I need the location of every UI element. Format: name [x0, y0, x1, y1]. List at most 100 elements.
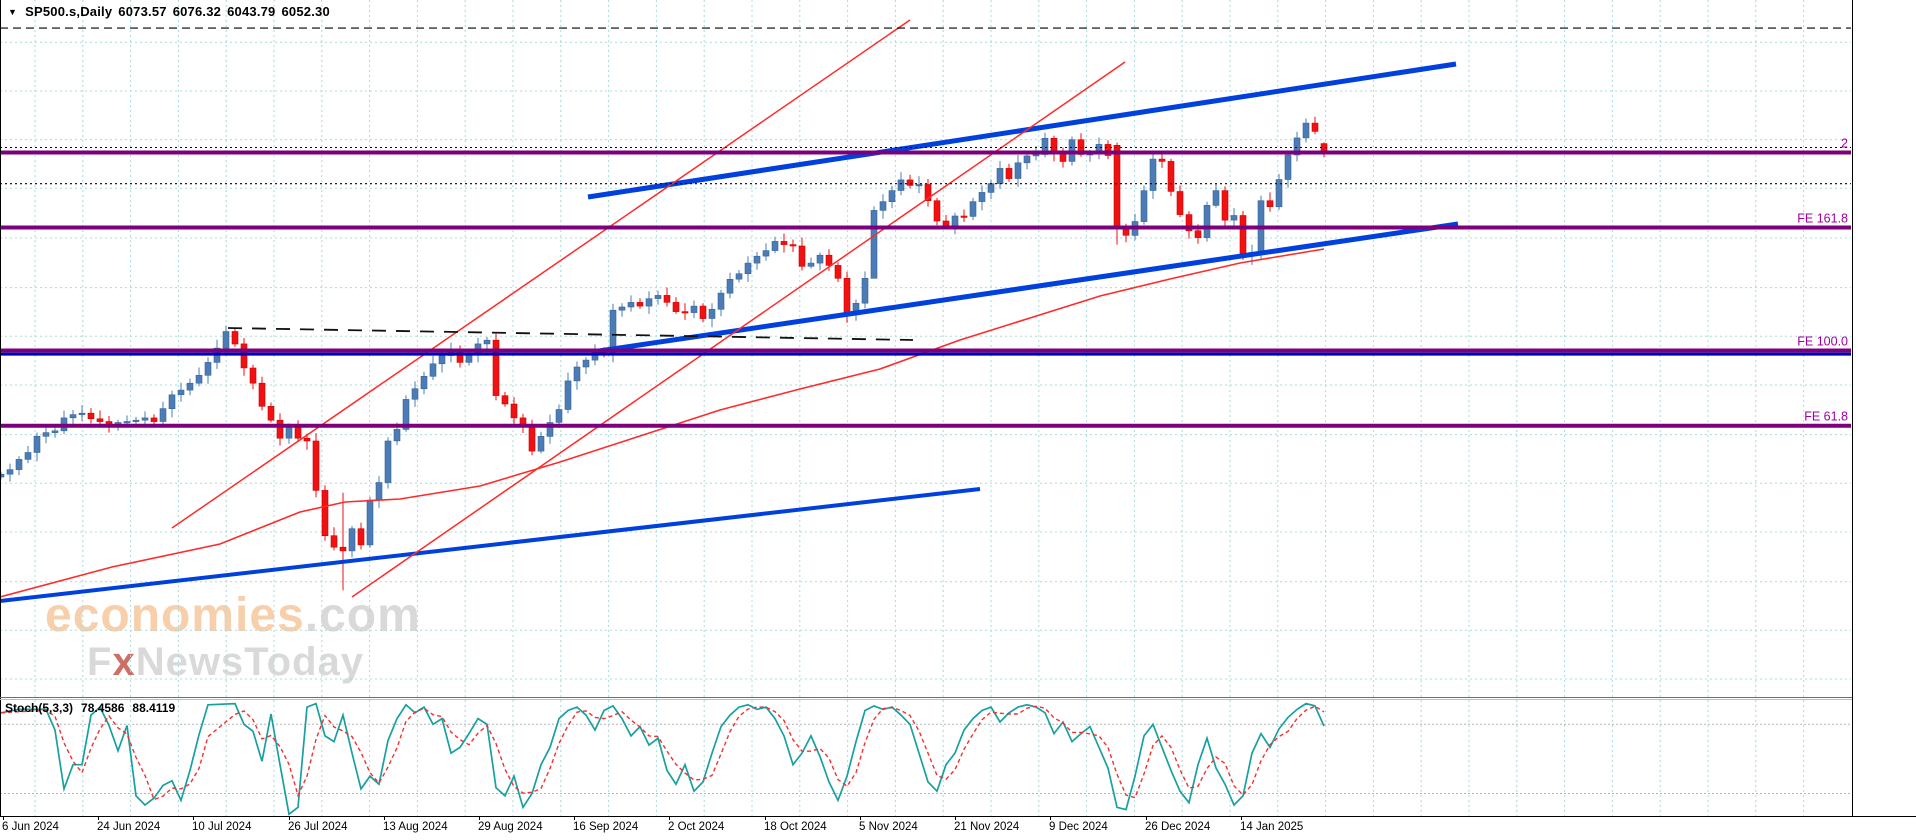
time-tick-mark [1241, 816, 1242, 820]
candle [915, 176, 923, 194]
candle [771, 236, 779, 254]
candle [294, 420, 302, 442]
fibonacci-level-label: 2 [1841, 137, 1848, 151]
candle [429, 355, 437, 380]
candle [0, 471, 5, 480]
candle [312, 433, 320, 498]
time-tick-label: 5 Nov 2024 [859, 821, 918, 833]
candle [420, 371, 428, 395]
time-tick-mark [384, 816, 385, 820]
candle [1266, 192, 1274, 212]
candle [1095, 137, 1103, 160]
candle [330, 527, 338, 551]
candle [1176, 185, 1184, 218]
candle [933, 197, 941, 226]
candle [780, 233, 788, 253]
fibonacci-level-label: FE 61.8 [1804, 410, 1848, 424]
candle [267, 402, 275, 423]
candle [222, 325, 230, 353]
chart-title: ▼ SP500.s,Daily 6073.57 6076.32 6043.79 … [8, 4, 330, 19]
candle [69, 410, 77, 427]
candle [807, 257, 815, 269]
candle [321, 485, 329, 541]
candle [861, 271, 869, 309]
symbol-period-label: SP500.s,Daily [25, 4, 113, 19]
candle [33, 432, 41, 462]
candle [1230, 208, 1238, 226]
price-axis[interactable]: 6292.906187.556082.205976.855869.355761.… [1853, 0, 1916, 816]
candle [510, 397, 518, 426]
candle [987, 179, 995, 200]
indicator-k-value: 78.4586 [81, 701, 125, 715]
pane-separator[interactable] [0, 697, 1853, 698]
time-tick-mark [669, 816, 670, 820]
candle [1302, 118, 1310, 143]
indicator-name: Stoch(5,3,3) [5, 701, 74, 715]
candle [1221, 186, 1229, 228]
time-tick-label: 18 Oct 2024 [764, 821, 827, 833]
candle [42, 425, 50, 444]
candle [708, 303, 716, 328]
price-axis-line [1852, 0, 1853, 816]
candle [762, 243, 770, 261]
time-tick-mark [289, 816, 290, 820]
candle [960, 209, 968, 222]
candle [132, 416, 140, 424]
candle [753, 252, 761, 270]
red-channel-left[interactable] [171, 19, 911, 529]
time-tick-label: 24 Jun 2024 [97, 821, 161, 833]
chart-left-border [0, 0, 1, 816]
ohlc-close: 6052.30 [281, 4, 330, 19]
stoch-d-line [0, 705, 1325, 801]
candle [15, 456, 23, 476]
pane-separator-light [0, 699, 1853, 700]
candle [1284, 152, 1292, 188]
candle [834, 262, 842, 282]
time-tick-label: 9 Dec 2024 [1049, 821, 1108, 833]
candle [1140, 185, 1148, 225]
fibonacci-level-label: FE 100.0 [1797, 335, 1848, 349]
candle [366, 496, 374, 548]
candle [519, 413, 527, 434]
candle [546, 414, 554, 444]
red-ma-curve[interactable] [0, 248, 1325, 598]
stoch-k-line [0, 702, 1325, 816]
blue-support-lower-left[interactable] [0, 487, 981, 603]
candle [906, 174, 914, 189]
candle [303, 433, 311, 450]
blue-channel-upper[interactable] [587, 61, 1457, 200]
time-tick-label: 26 Dec 2024 [1145, 821, 1211, 833]
candle [249, 364, 257, 390]
candle [204, 357, 212, 384]
candle [1293, 131, 1301, 162]
dashed-neckline[interactable] [227, 327, 914, 341]
candle [789, 239, 797, 252]
candle [411, 381, 419, 407]
candle [258, 376, 266, 411]
candle [483, 337, 491, 351]
candle [1050, 135, 1058, 162]
fibonacci-level-label: FE 161.8 [1797, 212, 1848, 226]
candle [1104, 140, 1112, 160]
candle [717, 289, 725, 317]
candle [186, 378, 194, 396]
candle [96, 410, 104, 425]
candle [1158, 153, 1166, 168]
candle [978, 185, 986, 211]
candle [816, 252, 824, 271]
symbol-dropdown-icon[interactable]: ▼ [8, 6, 18, 17]
candle [1014, 155, 1022, 187]
candle [1239, 210, 1247, 260]
time-tick-mark [955, 816, 956, 820]
candle [1311, 116, 1319, 135]
candle [798, 237, 806, 271]
candle [564, 372, 572, 414]
time-tick-mark [3, 816, 4, 820]
candle [870, 206, 878, 279]
candle [1167, 158, 1175, 197]
candle [78, 405, 86, 422]
time-tick-label: 26 Jul 2024 [288, 821, 348, 833]
candle [537, 431, 545, 454]
chart-canvas[interactable]: 2 FE 161.8 FE 100.0 FE 61.8 [0, 0, 1853, 817]
